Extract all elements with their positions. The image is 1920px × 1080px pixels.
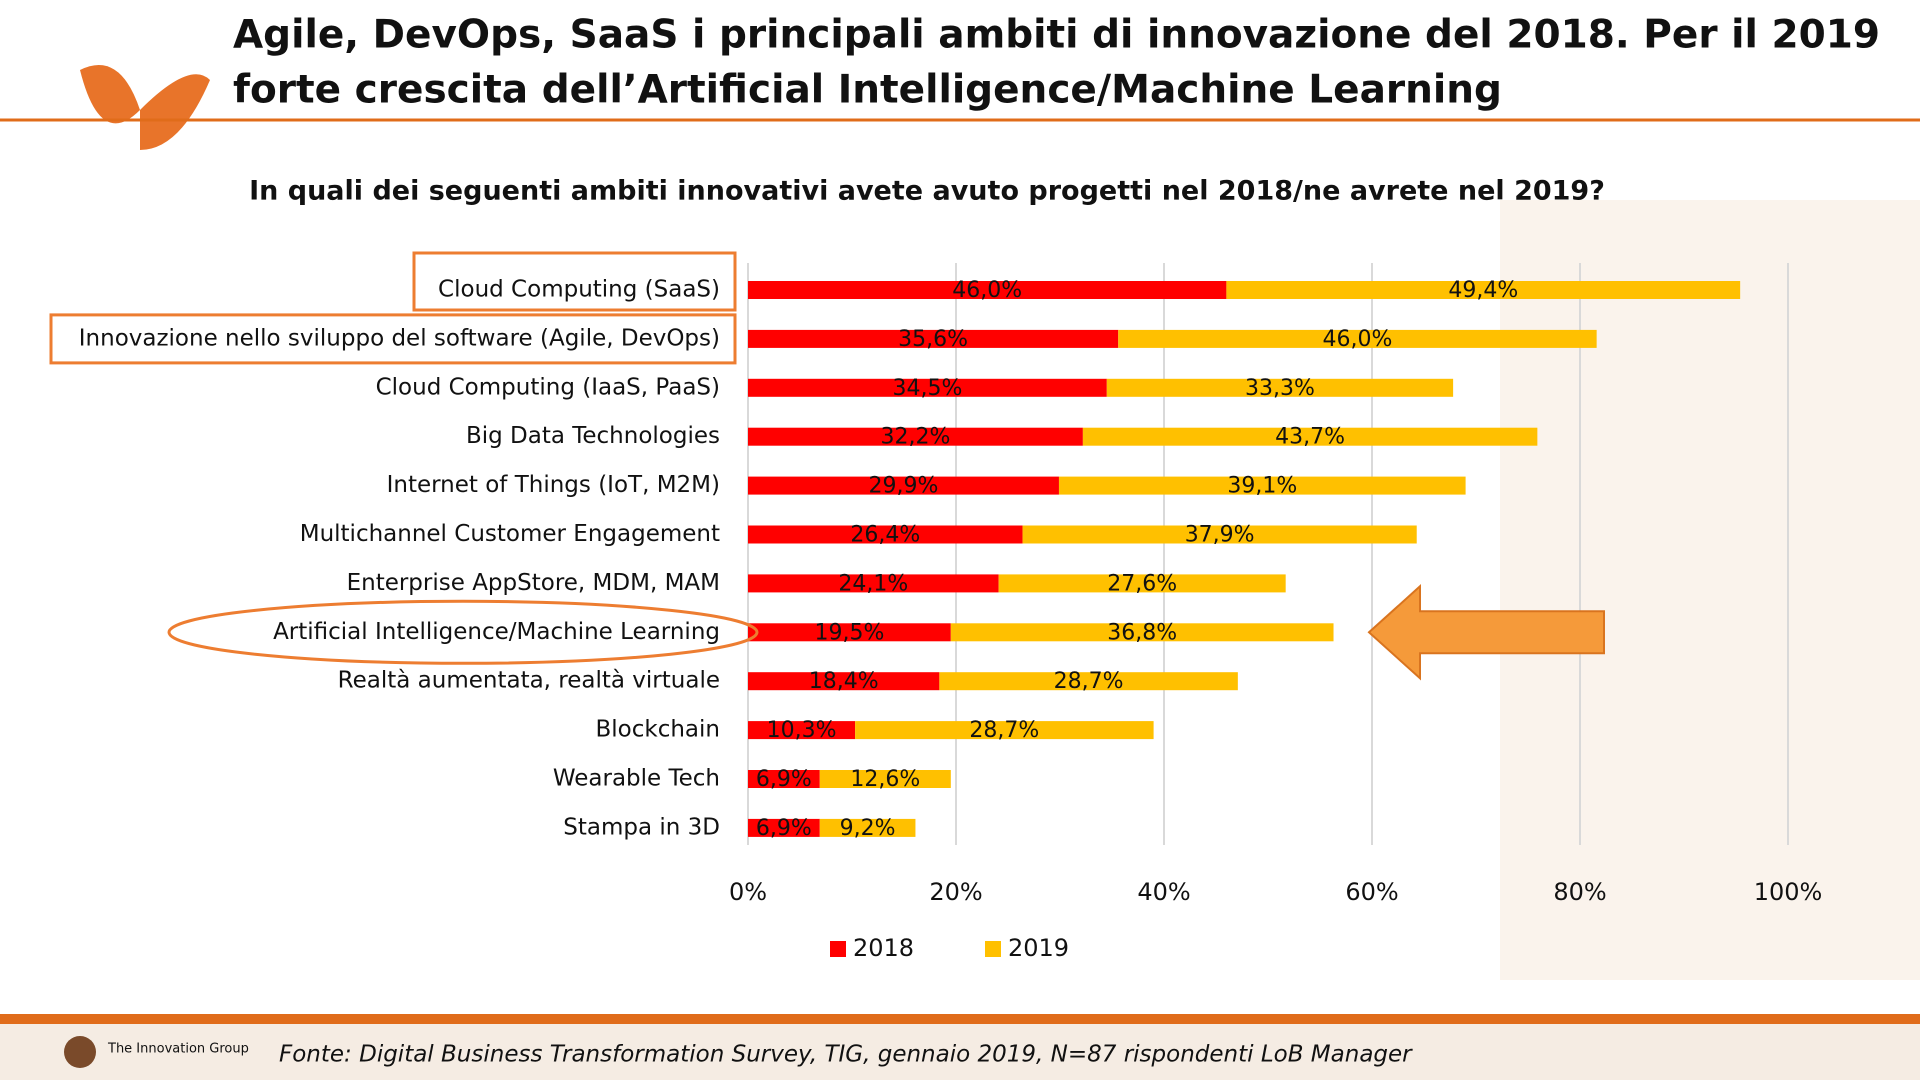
highlight-box xyxy=(49,313,737,365)
y-tick-label: Stampa in 3D xyxy=(563,814,720,840)
bar-segment xyxy=(1106,378,1454,397)
bar-segment xyxy=(748,427,1083,446)
source-note: Fonte: Digital Business Transformation S… xyxy=(279,1042,1413,1068)
bar-segment xyxy=(748,770,820,788)
bar-segment xyxy=(748,476,1059,495)
y-tick-label: Enterprise AppStore, MDM, MAM xyxy=(347,570,720,596)
highlight-arrow xyxy=(1367,584,1605,681)
bar-segment xyxy=(748,525,1023,544)
bar-segment xyxy=(950,623,1334,642)
data-label: 6,9% xyxy=(756,816,812,841)
bar-segment xyxy=(748,721,856,740)
highlight-ellipse xyxy=(167,599,759,665)
y-tick-label: Realtà aumentata, realtà virtuale xyxy=(338,668,720,694)
data-label: 12,6% xyxy=(850,767,920,792)
highlight-box xyxy=(412,251,737,312)
bar-segment xyxy=(748,623,951,642)
bar-segment xyxy=(748,672,940,691)
data-label: 46,0% xyxy=(952,278,1022,303)
bar-segment xyxy=(1082,427,1538,446)
data-label: 36,8% xyxy=(1107,620,1177,645)
bar-segment xyxy=(855,721,1154,740)
data-label: 18,4% xyxy=(809,669,879,694)
y-tick-label: Multichannel Customer Engagement xyxy=(300,521,720,547)
bar-segment xyxy=(1022,525,1417,544)
data-label: 46,0% xyxy=(1322,327,1392,352)
footer-band xyxy=(0,1014,1920,1024)
logo-text: The Innovation Group xyxy=(107,1042,249,1057)
legend-swatch xyxy=(985,941,1001,957)
data-label: 49,4% xyxy=(1448,278,1518,303)
data-label: 39,1% xyxy=(1227,474,1297,499)
bar-segment xyxy=(748,329,1119,348)
data-label: 6,9% xyxy=(756,767,812,792)
bar-segment xyxy=(819,818,916,837)
y-tick-label: Internet of Things (IoT, M2M) xyxy=(387,472,720,498)
legend-swatch xyxy=(830,941,846,957)
legend-label: 2018 xyxy=(853,934,914,962)
bar-segment xyxy=(748,574,999,593)
background-decoration xyxy=(1500,200,1920,980)
y-tick-label: Artificial Intelligence/Machine Learning xyxy=(273,619,720,645)
bar-segment xyxy=(1118,329,1597,348)
data-label: 29,9% xyxy=(869,474,939,499)
footer-background xyxy=(0,1024,1920,1080)
data-label: 43,7% xyxy=(1275,425,1345,450)
data-label: 10,3% xyxy=(767,718,837,743)
data-label: 32,2% xyxy=(880,425,950,450)
bar-segment xyxy=(939,672,1238,691)
data-label: 24,1% xyxy=(838,571,908,596)
x-tick-label: 20% xyxy=(929,878,982,906)
bar-segment xyxy=(1226,281,1741,299)
data-label: 33,3% xyxy=(1245,376,1315,401)
chart-title: Agile, DevOps, SaaS i principali ambiti … xyxy=(233,13,1880,58)
bar-segment xyxy=(748,378,1107,397)
bar-segment xyxy=(819,770,951,788)
chart-subtitle: In quali dei seguenti ambiti innovativi … xyxy=(249,176,1605,207)
data-label: 26,4% xyxy=(850,523,920,548)
x-tick-label: 40% xyxy=(1137,878,1190,906)
x-tick-label: 0% xyxy=(729,878,767,906)
data-label: 28,7% xyxy=(1054,669,1124,694)
y-tick-label: Innovazione nello sviluppo del software … xyxy=(79,325,720,351)
data-label: 9,2% xyxy=(840,816,896,841)
x-tick-label: 80% xyxy=(1553,878,1606,906)
y-tick-label: Blockchain xyxy=(596,717,721,743)
legend-label: 2019 xyxy=(1008,934,1069,962)
x-tick-label: 100% xyxy=(1754,878,1823,906)
y-tick-label: Cloud Computing (SaaS) xyxy=(438,277,720,303)
bar-segment xyxy=(998,574,1286,593)
bar-segment xyxy=(1058,476,1466,495)
x-tick-label: 60% xyxy=(1345,878,1398,906)
y-tick-label: Big Data Technologies xyxy=(466,423,720,449)
data-label: 28,7% xyxy=(969,718,1039,743)
data-label: 34,5% xyxy=(892,376,962,401)
y-tick-label: Cloud Computing (IaaS, PaaS) xyxy=(376,374,720,400)
bar-segment xyxy=(748,818,820,837)
y-tick-label: Wearable Tech xyxy=(553,766,720,792)
chart-title: forte crescita dell’Artificial Intellige… xyxy=(233,68,1502,113)
data-label: 19,5% xyxy=(814,620,884,645)
bar-segment xyxy=(748,281,1227,299)
logo-butterfly xyxy=(140,74,210,150)
data-label: 37,9% xyxy=(1185,523,1255,548)
data-label: 35,6% xyxy=(898,327,968,352)
logo-icon xyxy=(64,1036,96,1068)
data-label: 27,6% xyxy=(1107,571,1177,596)
logo-butterfly xyxy=(80,65,140,124)
